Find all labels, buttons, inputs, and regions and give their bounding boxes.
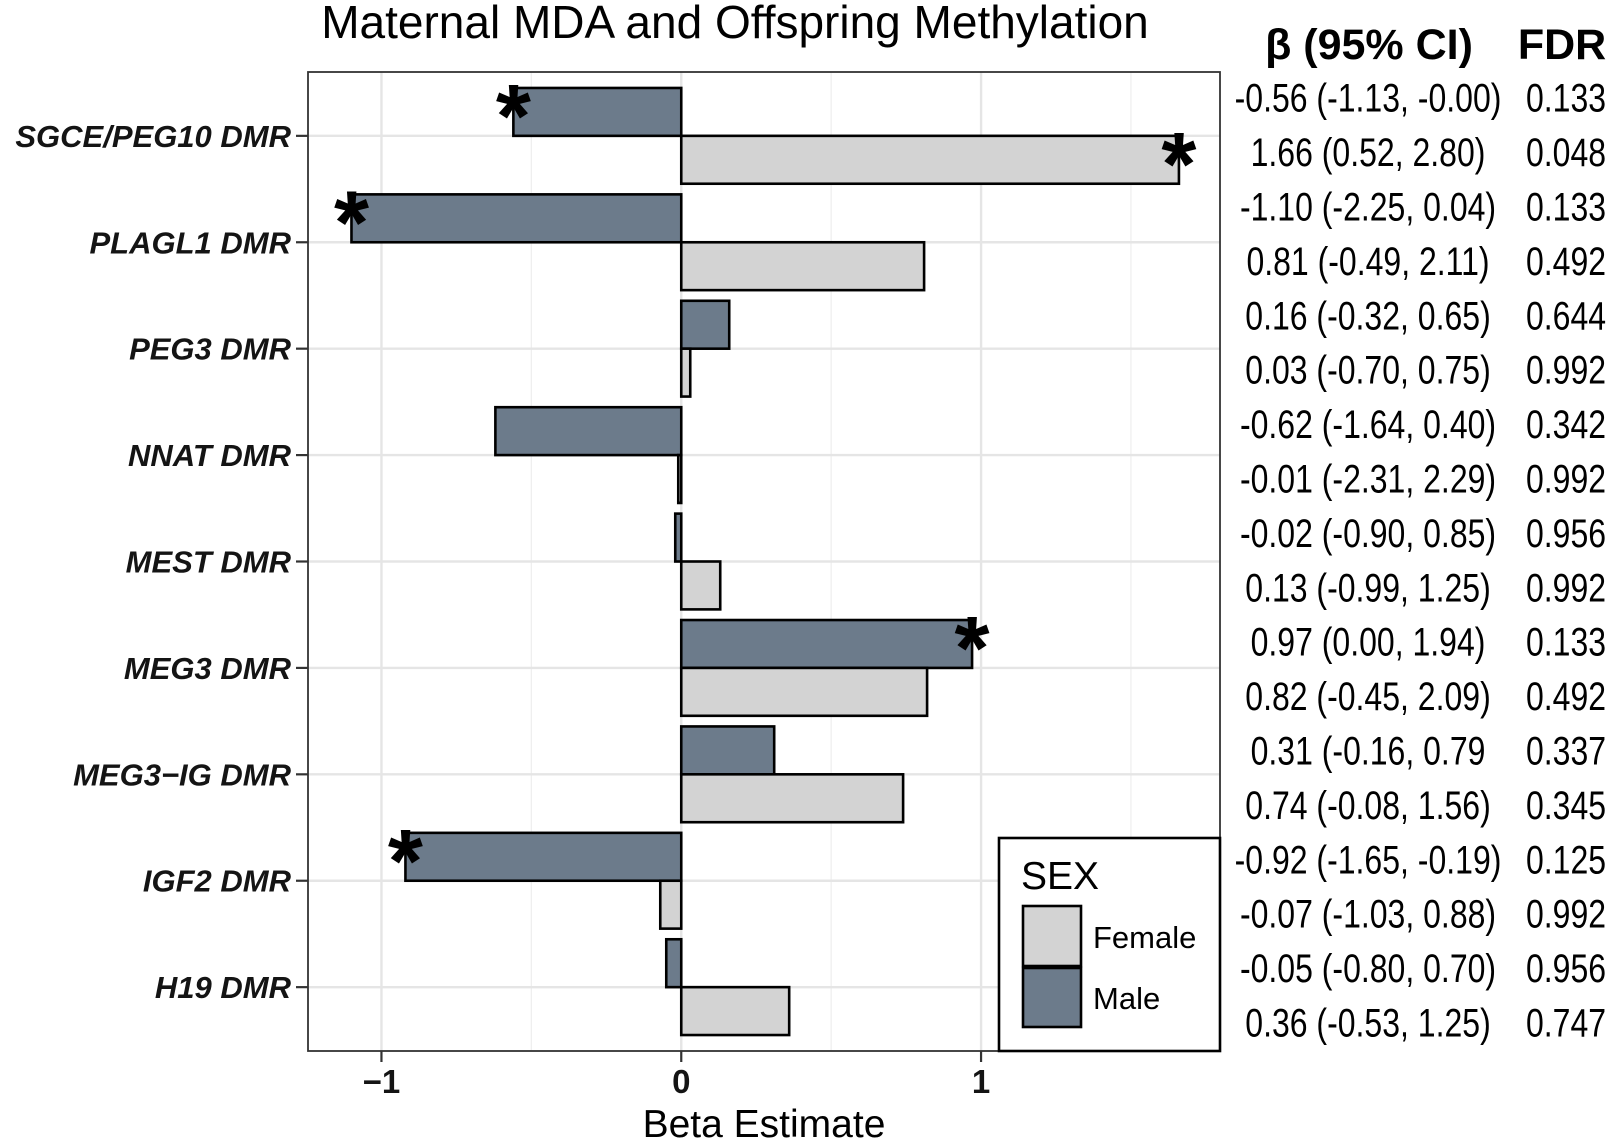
- bar-male-plagl1-dmr: [350, 193, 683, 244]
- table-cell-beta-ci: 0.81 (-0.49, 2.11): [1246, 238, 1489, 283]
- bar-male-igf2-dmr: [404, 831, 683, 883]
- table-rows: -0.56 (-1.13, -0.00) 0.133 1.66 (0.52, 2.8…: [1235, 75, 1606, 1045]
- table-cell-fdr: 0.125: [1526, 837, 1606, 882]
- table-cell-fdr: 0.342: [1526, 402, 1606, 447]
- table-cell-fdr: 0.992: [1526, 891, 1606, 936]
- table-cell-fdr: 0.956: [1526, 946, 1606, 991]
- table-cell-fdr: 0.133: [1526, 184, 1606, 229]
- plot-panel: * * * * *: [307, 67, 1221, 1052]
- y-tick-label-meg3-dmr: MEG3 DMR: [124, 651, 292, 686]
- table-cell-beta-ci: -0.07 (-1.03, 0.88): [1240, 891, 1496, 936]
- table-cell-beta-ci: 0.74 (-0.08, 1.56): [1245, 782, 1490, 827]
- table-cell-beta-ci: 0.13 (-0.99, 1.25): [1245, 565, 1490, 610]
- estimates-table: β (95% CI) FDR -0.56 (-1.13, -0.00) 0.133…: [1235, 21, 1607, 1045]
- table-cell-beta-ci: -1.10 (-2.25, 0.04): [1240, 184, 1496, 229]
- table-cell-beta-ci: -0.56 (-1.13, -0.00): [1235, 75, 1502, 120]
- bar-male-sgce-peg10-dmr: [512, 86, 683, 138]
- table-cell-fdr: 0.992: [1526, 347, 1606, 392]
- y-tick-label-h19-dmr: H19 DMR: [155, 970, 292, 1005]
- table-cell-beta-ci: 0.97 (0.00, 1.94): [1251, 619, 1486, 664]
- table-cell-fdr: 0.992: [1526, 456, 1606, 501]
- table-cell-beta-ci: -0.62 (-1.64, 0.40): [1240, 402, 1496, 447]
- table-cell-fdr: 0.133: [1526, 75, 1606, 120]
- bar-male-meg3-dmr: [679, 618, 974, 670]
- table-cell-beta-ci: 0.16 (-0.32, 0.65): [1245, 293, 1490, 338]
- table-cell-fdr: 0.644: [1526, 293, 1606, 338]
- legend: SEX Female Male: [997, 836, 1222, 1053]
- table-cell-beta-ci: -0.92 (-1.65, -0.19): [1235, 837, 1502, 882]
- table-cell-beta-ci: 1.66 (0.52, 2.80): [1251, 130, 1486, 175]
- table-cell-beta-ci: -0.05 (-0.80, 0.70): [1240, 946, 1496, 991]
- table-cell-beta-ci: -0.01 (-2.31, 2.29): [1240, 456, 1496, 501]
- legend-key-female: [1021, 904, 1083, 968]
- table-cell-fdr: 0.992: [1526, 565, 1606, 610]
- x-tick-label: −1: [363, 1063, 401, 1100]
- bar-female-meg3-ig-dmr: [679, 773, 905, 824]
- table-cell-beta-ci: 0.31 (-0.16, 0.79: [1251, 728, 1486, 773]
- x-axis-title: Beta Estimate: [643, 1103, 886, 1143]
- table-cell-beta-ci: -0.02 (-0.90, 0.85): [1240, 510, 1496, 555]
- bar-female-meg3-dmr: [679, 666, 929, 718]
- legend-title: SEX: [1021, 855, 1099, 898]
- bar-female-h19-dmr: [679, 985, 791, 1037]
- table-header-fdr: FDR: [1518, 21, 1606, 69]
- y-tick-label-igf2-dmr: IGF2 DMR: [143, 864, 292, 899]
- y-tick-label-sgce-peg10-dmr: SGCE/PEG10 DMR: [15, 119, 291, 154]
- table-cell-beta-ci: 0.82 (-0.45, 2.09): [1245, 674, 1490, 719]
- legend-key-male: [1021, 966, 1083, 1029]
- table-cell-beta-ci: 0.36 (-0.53, 1.25): [1245, 1000, 1490, 1045]
- bar-male-nnat-dmr: [494, 405, 683, 457]
- x-tick-label: 1: [972, 1063, 990, 1100]
- table-cell-fdr: 0.492: [1526, 674, 1606, 719]
- bar-male-h19-dmr: [664, 937, 683, 989]
- significance-star-female-sgce-peg10-dmr: *: [1161, 115, 1196, 215]
- bar-female-nnat-dmr: [676, 453, 683, 505]
- chart-title: Maternal MDA and Offspring Methylation: [321, 0, 1149, 48]
- bar-female-mest-dmr: [679, 560, 722, 611]
- significance-star-male-igf2-dmr: *: [388, 812, 423, 912]
- table-cell-fdr: 0.133: [1526, 619, 1606, 664]
- table-cell-fdr: 0.747: [1526, 1000, 1606, 1045]
- significance-star-male-plagl1-dmr: *: [334, 173, 369, 273]
- bar-male-meg3-ig-dmr: [679, 725, 776, 776]
- y-tick-label-peg3-dmr: PEG3 DMR: [129, 332, 292, 367]
- x-axis: −1 0 1: [363, 1051, 990, 1100]
- bar-female-plagl1-dmr: [679, 240, 926, 292]
- y-axis: SGCE/PEG10 DMR PLAGL1 DMR PEG3 DMR NNAT DMR…: [15, 119, 308, 1005]
- table-cell-fdr: 0.337: [1526, 728, 1606, 773]
- table-cell-fdr: 0.956: [1526, 510, 1606, 555]
- significance-stars: * * * * *: [334, 67, 1196, 912]
- table-cell-beta-ci: 0.03 (-0.70, 0.75): [1245, 347, 1490, 392]
- y-tick-label-meg3-ig-dmr: MEG3−IG DMR: [73, 757, 292, 792]
- table-cell-fdr: 0.345: [1526, 782, 1606, 827]
- table-cell-fdr: 0.492: [1526, 238, 1606, 283]
- bar-male-peg3-dmr: [679, 299, 731, 350]
- y-tick-label-plagl1-dmr: PLAGL1 DMR: [90, 225, 292, 260]
- legend-label-male: Male: [1093, 981, 1160, 1016]
- bar-female-igf2-dmr: [658, 879, 683, 930]
- y-tick-label-nnat-dmr: NNAT DMR: [128, 438, 292, 473]
- bar-female-sgce-peg10-dmr: [679, 134, 1181, 186]
- bars: [350, 86, 1181, 1037]
- legend-label-female: Female: [1093, 920, 1196, 955]
- x-tick-label: 0: [672, 1063, 690, 1100]
- significance-star-male-meg3-dmr: *: [955, 599, 990, 699]
- significance-star-male-sgce-peg10-dmr: *: [496, 67, 531, 167]
- table-cell-fdr: 0.048: [1526, 130, 1606, 175]
- bar-male-mest-dmr: [673, 512, 683, 563]
- y-tick-label-mest-dmr: MEST DMR: [126, 545, 292, 580]
- table-header-beta-ci: β (95% CI): [1265, 21, 1473, 69]
- bar-female-peg3-dmr: [679, 347, 692, 398]
